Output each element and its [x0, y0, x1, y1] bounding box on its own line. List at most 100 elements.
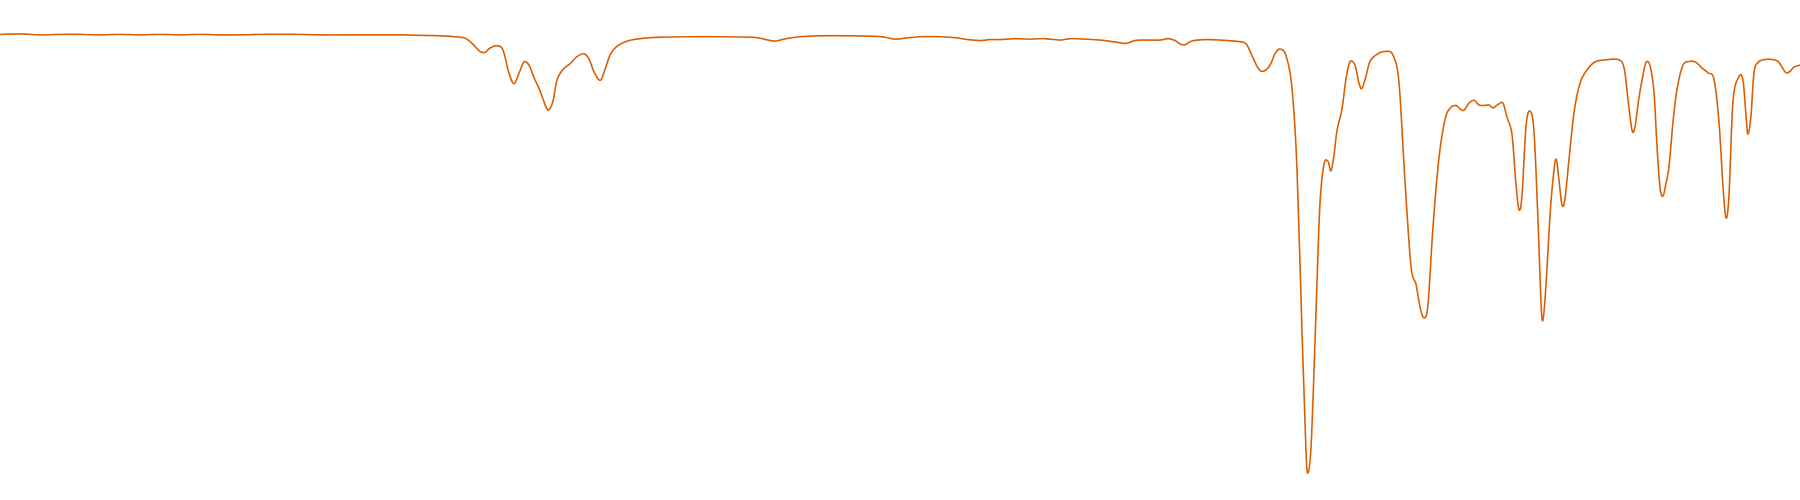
data-point: [1459, 108, 1461, 110]
data-point: [339, 34, 341, 36]
data-point: [502, 49, 504, 51]
data-point: [1521, 195, 1523, 197]
data-point: [1555, 158, 1557, 160]
data-point: [1305, 450, 1307, 452]
data-point: [1369, 61, 1371, 63]
data-point: [1327, 161, 1329, 163]
data-point: [1134, 40, 1136, 42]
data-point: [1533, 131, 1535, 133]
data-point: [1789, 71, 1791, 73]
data-point: [775, 40, 777, 42]
data-point: [849, 35, 851, 37]
data-point: [799, 36, 801, 38]
data-point: [496, 45, 498, 47]
data-point: [1449, 108, 1451, 110]
data-point: [1261, 71, 1263, 73]
data-point: [1427, 304, 1429, 306]
data-point: [1330, 170, 1332, 172]
data-point: [1561, 204, 1563, 206]
data-point: [609, 54, 611, 56]
data-point: [1404, 181, 1406, 183]
data-point: [954, 37, 956, 39]
data-point: [1410, 265, 1412, 267]
data-point: [399, 34, 401, 36]
data-point: [1568, 159, 1570, 161]
data-point: [1237, 41, 1239, 43]
data-point: [874, 35, 876, 37]
data-point: [1274, 53, 1276, 55]
data-point: [1125, 43, 1127, 45]
data-point: [1266, 68, 1268, 70]
data-point: [1323, 163, 1325, 165]
data-point: [939, 36, 941, 38]
data-point: [1310, 446, 1312, 448]
data-point: [659, 36, 661, 38]
data-point: [989, 39, 991, 41]
data-point: [19, 33, 21, 35]
data-point: [1594, 61, 1596, 63]
data-point: [1204, 39, 1206, 41]
data-point: [1415, 283, 1417, 285]
data-point: [1564, 198, 1566, 200]
data-point: [219, 34, 221, 36]
data-point: [1793, 66, 1795, 68]
data-point: [1638, 97, 1640, 99]
data-point: [767, 39, 769, 41]
data-point: [1634, 126, 1636, 128]
data-point: [1617, 59, 1619, 61]
data-point: [484, 52, 486, 54]
data-point: [919, 36, 921, 38]
data-point: [454, 36, 456, 38]
data-point: [159, 34, 161, 36]
data-point: [523, 61, 525, 63]
data-point: [1376, 53, 1378, 55]
data-point: [1179, 43, 1181, 45]
data-point: [299, 34, 301, 36]
data-point: [999, 39, 1001, 41]
data-point: [1747, 134, 1749, 136]
data-point: [279, 34, 281, 36]
data-point: [1573, 112, 1575, 114]
data-point: [533, 77, 535, 79]
data-point: [359, 34, 361, 36]
data-point: [1358, 82, 1360, 84]
data-point: [1385, 51, 1387, 53]
data-point: [1488, 104, 1490, 106]
data-point: [1483, 105, 1485, 107]
data-point: [1707, 72, 1709, 74]
data-point: [556, 79, 558, 81]
data-point: [539, 90, 541, 92]
data-point: [1579, 82, 1581, 84]
data-point: [1084, 38, 1086, 40]
data-point: [1478, 104, 1480, 106]
data-point: [884, 36, 886, 38]
data-point: [513, 83, 515, 85]
data-point: [1316, 281, 1318, 283]
data-point: [1777, 61, 1779, 63]
data-point: [625, 41, 627, 43]
data-point: [1722, 186, 1724, 188]
data-point: [1738, 76, 1740, 78]
data-point: [1059, 39, 1061, 41]
data-point: [819, 35, 821, 37]
data-point: [1354, 64, 1356, 66]
data-point: [1270, 63, 1272, 65]
data-point: [1558, 180, 1560, 182]
data-point: [583, 53, 585, 55]
data-point: [1114, 41, 1116, 43]
data-point: [979, 40, 981, 42]
data-point: [1468, 102, 1470, 104]
data-point: [894, 38, 896, 40]
data-point: [1345, 78, 1347, 80]
data-point: [1361, 88, 1363, 90]
data-point: [1750, 115, 1752, 117]
data-point: [1438, 157, 1440, 159]
data-point: [1672, 121, 1674, 123]
data-point: [419, 35, 421, 37]
data-point: [1542, 319, 1544, 321]
data-point: [1515, 184, 1517, 186]
data-point: [1497, 104, 1499, 106]
data-point: [1642, 74, 1644, 76]
